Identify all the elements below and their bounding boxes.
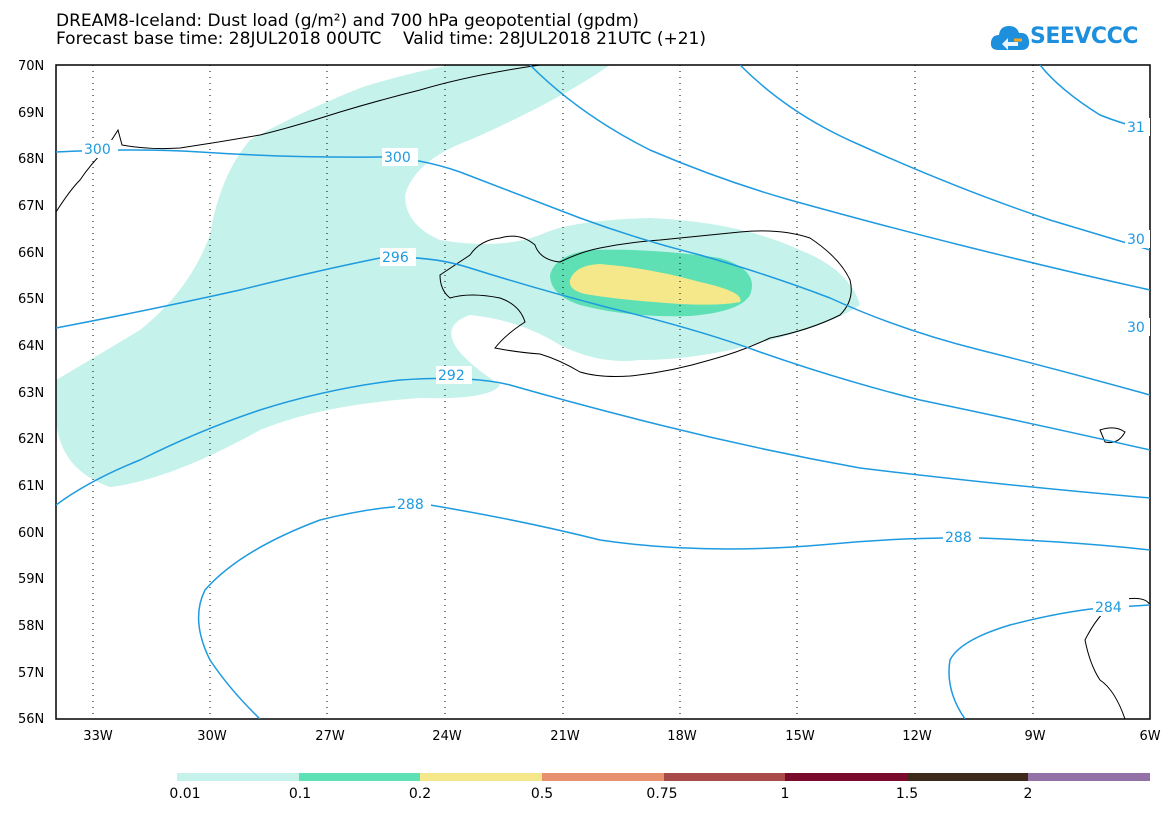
colorbar-segment	[1028, 773, 1150, 781]
colorbar-label: 1.5	[895, 786, 919, 802]
plot-frame	[55, 64, 1151, 720]
lat-label: 58N	[18, 619, 44, 634]
coast-greenland	[56, 65, 541, 213]
contour-label: 300	[384, 150, 411, 166]
colorbar-segment	[906, 773, 1029, 781]
lat-label: 60N	[18, 526, 44, 541]
lat-label: 63N	[18, 386, 44, 401]
lat-label: 64N	[18, 339, 44, 354]
contour-296	[56, 256, 1150, 451]
contour-label: 284	[1095, 600, 1122, 616]
lon-label: 33W	[83, 729, 113, 744]
colorbar-label: 0.01	[169, 786, 201, 802]
lon-label: 21W	[550, 729, 580, 744]
lat-label: 70N	[18, 59, 44, 74]
colorbar-segment	[298, 773, 421, 781]
colorbar-segment	[663, 773, 786, 781]
lat-label: 59N	[18, 572, 44, 587]
map-title-line2: Forecast base time: 28JUL2018 00UTC Vali…	[56, 29, 706, 49]
lon-label: 24W	[432, 729, 462, 744]
dust-core-high	[569, 264, 741, 305]
colorbar-segment	[541, 773, 664, 781]
coast-scotland	[1084, 597, 1150, 719]
lon-label: 12W	[902, 729, 932, 744]
lat-label: 57N	[18, 666, 44, 681]
contour-label: 292	[438, 368, 465, 384]
contour-label: 30	[1127, 232, 1145, 248]
lon-label: 30W	[197, 729, 227, 744]
colorbar-label: 2	[1023, 786, 1033, 802]
colorbar-segment	[785, 773, 907, 781]
latitude-labels: 70N 69N 68N 67N 66N 65N 64N 63N 62N 61N …	[18, 59, 44, 727]
graticule	[92, 65, 1034, 719]
colorbar-label: 0.2	[408, 786, 432, 802]
seevccc-logo: SEEVCCC	[990, 18, 1150, 58]
lat-label: 65N	[18, 292, 44, 307]
map-title-line1: DREAM8-Iceland: Dust load (g/m²) and 700…	[56, 11, 639, 31]
logo-text: SEEVCCC	[1030, 24, 1138, 49]
lat-label: 62N	[18, 432, 44, 447]
contour-304	[739, 65, 1150, 251]
contour-label: 31	[1127, 120, 1145, 136]
colorbar-label: 0.1	[288, 786, 312, 802]
colorbar-segment	[420, 773, 542, 781]
contour-label: 300	[84, 142, 111, 158]
contour-label: 30	[1127, 320, 1145, 336]
contour-label: 288	[397, 497, 424, 513]
lat-label: 67N	[18, 199, 44, 214]
lon-label: 15W	[785, 729, 815, 744]
lon-label: 27W	[315, 729, 345, 744]
colorbar-segment	[177, 773, 299, 781]
lat-label: 56N	[18, 712, 44, 727]
lon-label: 18W	[667, 729, 697, 744]
contour-label: 288	[945, 530, 972, 546]
lon-label: 6W	[1139, 729, 1160, 744]
lat-label: 66N	[18, 246, 44, 261]
colorbar	[177, 773, 1150, 781]
contour-292	[56, 377, 1150, 506]
coast-iceland	[439, 230, 852, 377]
colorbar-label: 0.75	[646, 786, 678, 802]
cloud-icon	[990, 26, 1030, 50]
lat-label: 69N	[18, 106, 44, 121]
longitude-labels: 33W 30W 27W 24W 21W 18W 15W 12W 9W 6W	[83, 729, 1160, 744]
colorbar-label: 1	[780, 786, 790, 802]
lon-label: 9W	[1024, 729, 1045, 744]
lat-label: 68N	[18, 152, 44, 167]
contour-308	[529, 65, 1150, 291]
colorbar-label: 0.5	[530, 786, 554, 802]
contour-288	[197, 504, 1150, 719]
dust-plume-light	[56, 65, 860, 487]
coast-faroes	[1099, 427, 1126, 443]
contour-300	[56, 149, 1150, 396]
contour-labels: 300 300 296 292 288 288 284 31 30 30	[82, 118, 1150, 616]
lat-label: 61N	[18, 479, 44, 494]
contour-284	[948, 604, 1150, 719]
contour-label: 296	[382, 250, 409, 266]
